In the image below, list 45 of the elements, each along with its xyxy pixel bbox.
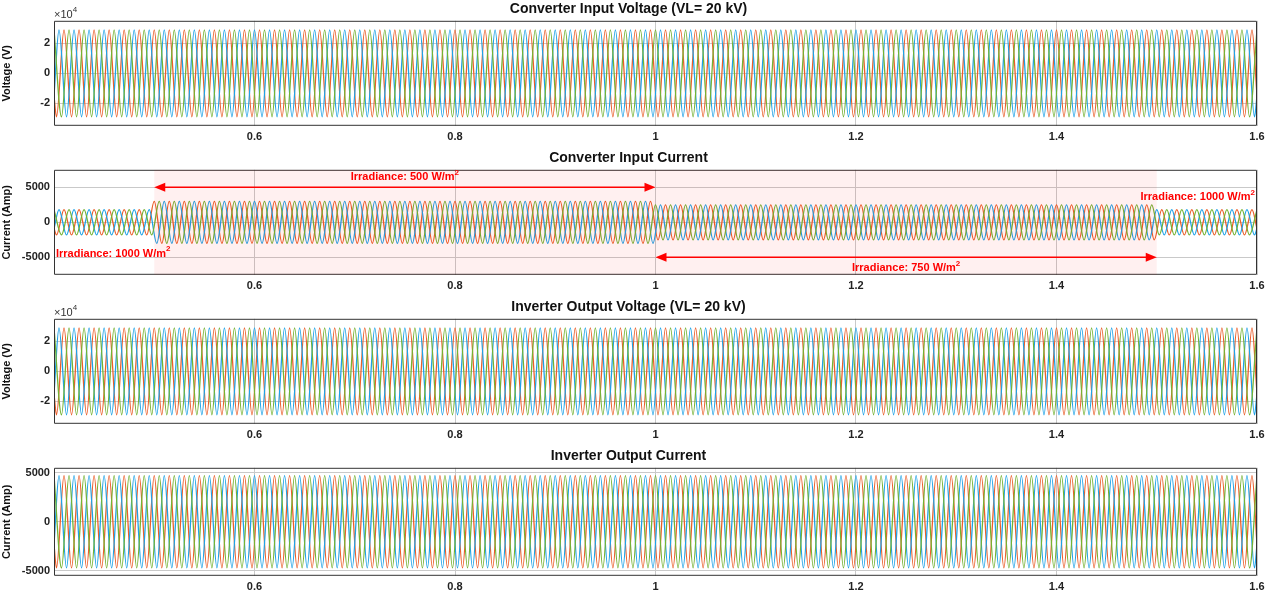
x-tick-label: 1.2 bbox=[848, 130, 864, 143]
y-tick-label: -2 bbox=[40, 96, 50, 109]
x-tick-label: 0.6 bbox=[246, 130, 263, 143]
x-tick-label: 1.4 bbox=[1048, 428, 1066, 441]
y-axis-title: Voltage (V) bbox=[0, 342, 12, 400]
y-tick-label: 0 bbox=[43, 364, 50, 377]
chart-title: Inverter Output Current bbox=[550, 447, 707, 464]
x-tick-label: 0.8 bbox=[447, 130, 463, 143]
x-tick-label: 1.2 bbox=[848, 580, 864, 593]
x-tick-label: 1.2 bbox=[848, 279, 864, 292]
chart-title: Converter Input Voltage (VL= 20 kV) bbox=[509, 0, 748, 17]
y-tick-label: 5000 bbox=[25, 465, 50, 478]
x-tick-label: 1.2 bbox=[848, 428, 864, 441]
y-tick-label: 0 bbox=[43, 66, 50, 79]
y-tick-label: 5000 bbox=[25, 180, 50, 193]
y-axis-title: Voltage (V) bbox=[0, 44, 12, 102]
x-tick-label: 1.4 bbox=[1048, 130, 1066, 143]
x-tick-label: 1.6 bbox=[1249, 428, 1265, 441]
y-tick-label: 2 bbox=[43, 36, 50, 49]
x-tick-label: 0.6 bbox=[246, 428, 263, 441]
y-tick-label: 2 bbox=[43, 334, 50, 347]
x-tick-label: 1.6 bbox=[1249, 130, 1265, 143]
x-tick-label: 1 bbox=[652, 428, 659, 441]
chart-title: Inverter Output Voltage (VL= 20 kV) bbox=[511, 298, 746, 315]
x-tick-label: 0.8 bbox=[447, 279, 463, 292]
x-tick-label: 1.6 bbox=[1249, 580, 1265, 593]
x-tick-label: 0.6 bbox=[246, 580, 263, 593]
y-tick-label: -2 bbox=[40, 394, 50, 407]
x-tick-label: 1 bbox=[652, 130, 659, 143]
y-tick-label: -5000 bbox=[21, 563, 50, 576]
x-tick-label: 1.4 bbox=[1048, 279, 1066, 292]
x-tick-label: 0.8 bbox=[447, 428, 463, 441]
chart-title: Converter Input Current bbox=[549, 149, 709, 166]
line-series bbox=[54, 200, 1257, 244]
y-tick-label: -5000 bbox=[21, 250, 50, 263]
x-tick-label: 1 bbox=[652, 279, 659, 292]
x-tick-label: 1.6 bbox=[1249, 279, 1265, 292]
y-tick-label: 0 bbox=[43, 215, 50, 228]
y-axis-title: Current (Amp) bbox=[0, 184, 12, 260]
x-tick-label: 0.8 bbox=[447, 580, 463, 593]
y-axis-title: Current (Amp) bbox=[0, 484, 12, 560]
y-tick-label: 0 bbox=[43, 514, 50, 527]
x-tick-label: 1.4 bbox=[1048, 580, 1066, 593]
x-tick-label: 0.6 bbox=[246, 279, 263, 292]
x-tick-label: 1 bbox=[652, 580, 659, 593]
